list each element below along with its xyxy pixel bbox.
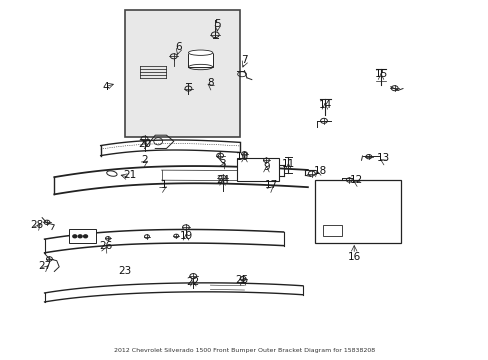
Text: 28: 28 xyxy=(31,220,44,230)
Text: 20: 20 xyxy=(138,139,151,149)
Ellipse shape xyxy=(188,50,212,55)
Circle shape xyxy=(73,235,77,238)
Bar xyxy=(69,229,96,243)
Circle shape xyxy=(83,235,87,238)
Text: 11: 11 xyxy=(281,159,294,169)
Text: 3: 3 xyxy=(219,159,225,169)
Text: 1: 1 xyxy=(161,180,167,190)
Text: 15: 15 xyxy=(374,69,387,79)
Bar xyxy=(188,53,212,67)
Text: 9: 9 xyxy=(263,162,269,172)
Bar xyxy=(125,10,239,137)
Text: 19: 19 xyxy=(179,231,192,240)
Text: 17: 17 xyxy=(264,180,277,190)
Text: 12: 12 xyxy=(349,175,363,185)
Text: 27: 27 xyxy=(38,261,51,271)
Text: 25: 25 xyxy=(235,275,248,285)
Circle shape xyxy=(78,235,82,238)
Text: 4: 4 xyxy=(102,82,109,92)
Text: 13: 13 xyxy=(376,153,389,163)
Text: 22: 22 xyxy=(186,277,200,287)
Text: 14: 14 xyxy=(318,100,331,110)
Text: 8: 8 xyxy=(206,78,213,88)
Text: 5: 5 xyxy=(214,19,221,29)
Text: 2: 2 xyxy=(141,155,147,165)
Text: 6: 6 xyxy=(175,42,182,52)
Text: 26: 26 xyxy=(99,241,112,251)
Text: 10: 10 xyxy=(235,152,248,162)
Text: 21: 21 xyxy=(123,170,136,180)
Text: 2012 Chevrolet Silverado 1500 Front Bumper Outer Bracket Diagram for 15838208: 2012 Chevrolet Silverado 1500 Front Bump… xyxy=(114,348,374,353)
Text: 24: 24 xyxy=(216,175,229,185)
Text: 16: 16 xyxy=(347,252,360,262)
Text: 7: 7 xyxy=(241,55,247,65)
Text: 23: 23 xyxy=(118,266,131,276)
Text: 18: 18 xyxy=(313,166,326,176)
Bar xyxy=(315,180,400,243)
Bar xyxy=(322,225,341,235)
Bar xyxy=(237,158,278,181)
